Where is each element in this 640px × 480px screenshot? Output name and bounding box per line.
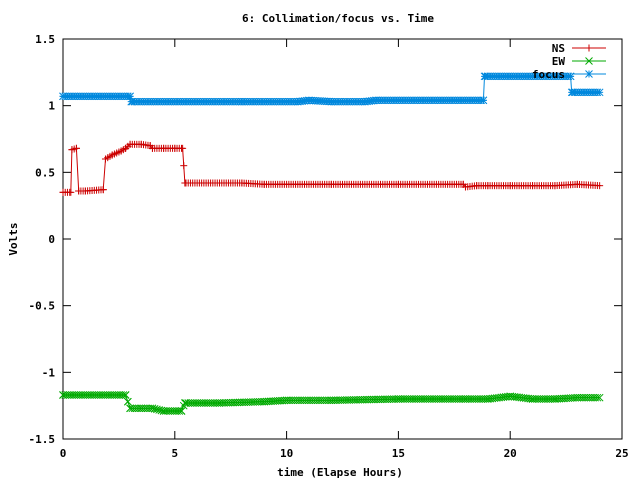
trace-marker bbox=[119, 391, 128, 399]
trace-marker bbox=[591, 393, 600, 402]
y-tick-label: 1 bbox=[48, 100, 55, 113]
legend-label: EW bbox=[552, 55, 566, 68]
legend-marker bbox=[585, 44, 593, 52]
trace-marker bbox=[593, 393, 602, 402]
trace-marker bbox=[66, 188, 74, 196]
x-axis-label: time (Elapse Hours) bbox=[277, 466, 403, 479]
x-tick-label: 15 bbox=[392, 447, 405, 460]
legend-marker bbox=[585, 70, 593, 78]
y-tick-label: -0.5 bbox=[29, 300, 56, 313]
trace-marker bbox=[72, 144, 80, 152]
trace-marker bbox=[593, 182, 601, 190]
legend-marker bbox=[585, 57, 593, 65]
trace-marker bbox=[155, 406, 164, 414]
y-tick-label: 0.5 bbox=[35, 166, 55, 179]
x-tick-label: 0 bbox=[60, 447, 67, 460]
y-tick-label: -1 bbox=[42, 366, 56, 379]
y-tick-label: 1.5 bbox=[35, 33, 55, 46]
trace-marker bbox=[148, 404, 157, 413]
series-ns bbox=[59, 140, 604, 196]
trace-marker bbox=[150, 405, 159, 413]
x-tick-label: 25 bbox=[615, 447, 628, 460]
trace-marker bbox=[175, 407, 184, 415]
legend-label: NS bbox=[552, 42, 565, 55]
trace-marker bbox=[593, 88, 602, 97]
x-axis: 0 5 10 15 20 25 bbox=[60, 39, 629, 460]
y-axis-label: Volts bbox=[7, 222, 20, 255]
trace-marker bbox=[99, 186, 107, 194]
series-line bbox=[63, 75, 600, 103]
trace-marker bbox=[121, 391, 130, 399]
x-tick-label: 10 bbox=[280, 447, 293, 460]
x-tick-label: 5 bbox=[171, 447, 178, 460]
trace-marker bbox=[180, 162, 188, 170]
trace-marker bbox=[178, 144, 186, 152]
series-focus bbox=[59, 72, 604, 106]
trace-marker bbox=[123, 397, 132, 406]
data-point bbox=[181, 399, 189, 407]
y-tick-label: 0 bbox=[48, 233, 55, 246]
y-tick-label: -1.5 bbox=[29, 433, 56, 446]
trace-marker bbox=[479, 96, 488, 105]
series-ew bbox=[59, 391, 604, 415]
y-axis: -1.5 -1 -0.5 0 0.5 1 1.5 bbox=[29, 33, 622, 446]
chart-title: 6: Collimation/focus vs. Time bbox=[242, 12, 434, 25]
trace-marker bbox=[177, 407, 186, 415]
legend-label: focus bbox=[532, 68, 565, 81]
series-layer bbox=[59, 72, 604, 415]
trace-marker bbox=[153, 405, 161, 414]
x-tick-label: 20 bbox=[504, 447, 517, 460]
